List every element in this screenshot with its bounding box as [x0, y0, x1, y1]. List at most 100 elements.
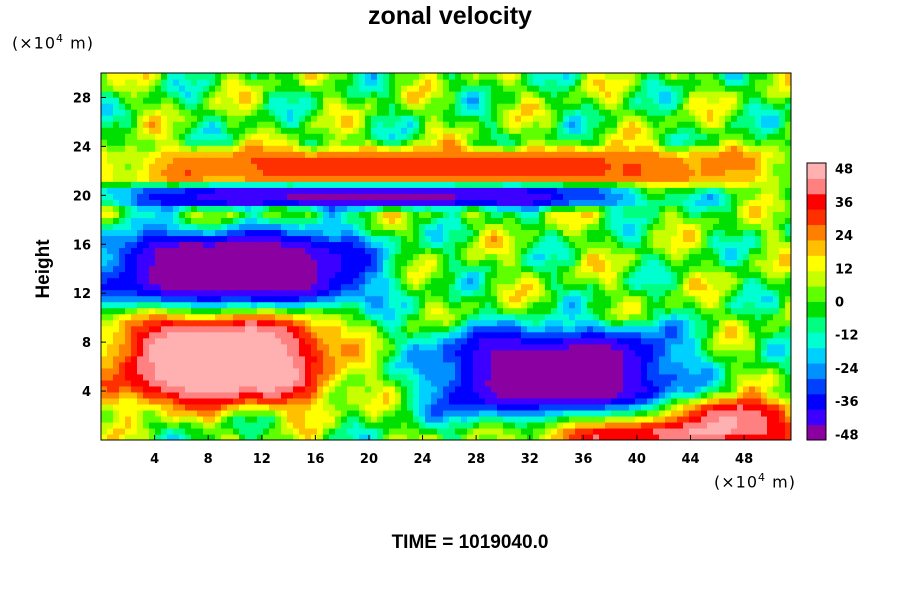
field-cell	[221, 427, 228, 435]
field-cell	[245, 355, 252, 363]
field-cell	[197, 241, 204, 249]
field-cell	[743, 223, 750, 231]
field-cell	[419, 391, 426, 399]
field-cell	[413, 301, 420, 309]
field-cell	[737, 223, 744, 231]
field-cell	[677, 391, 684, 399]
field-cell	[125, 379, 132, 387]
field-cell	[161, 295, 168, 303]
field-cell	[407, 247, 414, 255]
field-cell	[701, 211, 708, 218]
field-cell	[257, 331, 264, 339]
field-cell	[437, 247, 444, 255]
field-cell	[767, 247, 774, 255]
field-cell	[731, 265, 738, 273]
field-cell	[173, 433, 180, 440]
field-cell	[755, 253, 762, 261]
field-cell	[173, 205, 180, 212]
field-cell	[131, 433, 138, 440]
field-cell	[491, 259, 498, 267]
field-cell	[155, 241, 162, 249]
field-cell	[413, 385, 420, 393]
field-cell	[401, 379, 408, 387]
field-cell	[497, 331, 504, 339]
field-cell	[353, 319, 360, 327]
field-cell	[305, 241, 312, 249]
field-cell	[701, 247, 708, 255]
field-cell	[509, 217, 516, 225]
field-cell	[305, 391, 312, 399]
field-cell	[695, 415, 702, 423]
field-cell	[701, 391, 708, 399]
field-cell	[719, 295, 726, 303]
field-cell	[365, 427, 372, 435]
field-cell	[755, 421, 762, 429]
field-cell	[251, 355, 258, 363]
field-cell	[641, 205, 648, 212]
field-cell	[137, 421, 144, 429]
field-cell	[461, 259, 468, 267]
field-cell	[503, 337, 510, 345]
field-cell	[713, 427, 720, 435]
field-cell	[683, 331, 690, 339]
field-cell	[251, 403, 258, 411]
field-cell	[383, 187, 390, 194]
field-cell	[401, 295, 408, 303]
field-cell	[215, 187, 222, 194]
field-cell	[659, 211, 666, 218]
field-cell	[365, 175, 372, 182]
field-cell	[605, 289, 612, 297]
field-cell	[617, 283, 624, 291]
field-cell	[713, 193, 720, 200]
field-cell	[515, 199, 522, 206]
field-cell	[473, 295, 480, 303]
field-cell	[125, 313, 132, 321]
field-cell	[281, 277, 288, 285]
field-cell	[533, 319, 540, 327]
field-cell	[467, 355, 474, 363]
field-cell	[623, 271, 630, 279]
field-cell	[569, 259, 576, 267]
field-cell	[743, 289, 750, 297]
field-cell	[611, 325, 618, 333]
field-cell	[773, 409, 780, 417]
field-cell	[131, 373, 138, 381]
field-cell	[443, 325, 450, 333]
field-cell	[101, 325, 108, 333]
field-cell	[329, 379, 336, 387]
field-cell	[329, 223, 336, 231]
field-cell	[389, 391, 396, 399]
field-cell	[221, 367, 228, 375]
field-cell	[479, 325, 486, 333]
field-cell	[437, 367, 444, 375]
field-cell	[485, 235, 492, 243]
field-cell	[425, 301, 432, 309]
field-cell	[635, 325, 642, 333]
field-cell	[527, 397, 534, 405]
field-cell	[227, 361, 234, 369]
field-cell	[707, 367, 714, 375]
field-cell	[239, 181, 246, 188]
field-cell	[149, 313, 156, 321]
field-cell	[641, 259, 648, 267]
field-cell	[335, 409, 342, 417]
field-cell	[461, 265, 468, 273]
field-cell	[773, 277, 780, 285]
field-cell	[611, 181, 618, 188]
field-cell	[767, 379, 774, 387]
field-cell	[695, 193, 702, 200]
field-cell	[131, 403, 138, 411]
field-cell	[671, 379, 678, 387]
field-cell	[689, 199, 696, 206]
field-cell	[713, 385, 720, 393]
field-cell	[227, 385, 234, 393]
field-cell	[785, 271, 791, 279]
field-cell	[299, 229, 306, 237]
field-cell	[713, 205, 720, 212]
field-cell	[515, 277, 522, 285]
field-cell	[617, 205, 624, 212]
field-cell	[119, 403, 126, 411]
field-cell	[461, 331, 468, 339]
field-cell	[359, 235, 366, 243]
field-cell	[497, 235, 504, 243]
